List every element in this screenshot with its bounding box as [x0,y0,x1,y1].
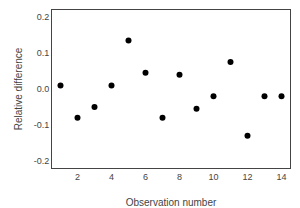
svg-text:-0.2: -0.2 [34,156,50,166]
svg-text:4: 4 [109,172,114,182]
svg-text:14: 14 [276,172,286,182]
svg-text:2: 2 [75,172,80,182]
svg-text:0.0: 0.0 [37,84,50,94]
svg-text:Observation number: Observation number [126,197,217,208]
svg-text:6: 6 [143,172,148,182]
svg-text:-0.1: -0.1 [34,120,50,130]
svg-text:10: 10 [208,172,218,182]
svg-text:0.1: 0.1 [37,48,50,58]
svg-text:0.2: 0.2 [37,12,50,22]
svg-text:Relative difference: Relative difference [13,47,24,130]
svg-text:12: 12 [242,172,252,182]
svg-text:8: 8 [177,172,182,182]
